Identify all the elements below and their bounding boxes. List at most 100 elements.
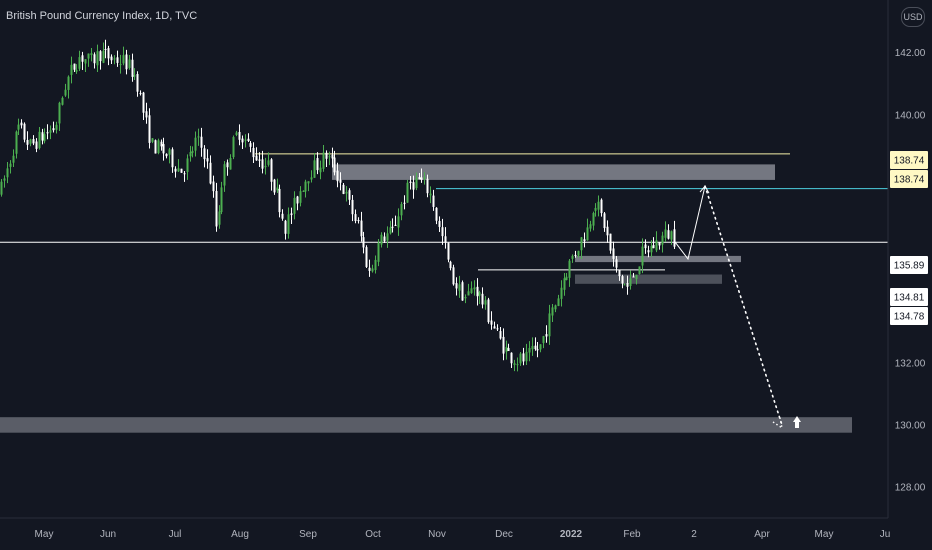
candle-body bbox=[673, 229, 676, 247]
candle-body bbox=[400, 204, 403, 216]
y-tick-label: 132.00 bbox=[895, 358, 926, 369]
y-tick-label: 142.00 bbox=[895, 48, 926, 59]
candle-body bbox=[644, 244, 647, 249]
candle-body bbox=[113, 58, 116, 60]
candle-body bbox=[357, 220, 360, 222]
candle-body bbox=[435, 207, 438, 221]
candle-body bbox=[525, 351, 528, 362]
candle-body bbox=[650, 246, 653, 253]
candle-body bbox=[194, 137, 197, 151]
candle-body bbox=[386, 233, 389, 241]
candle-body bbox=[342, 184, 345, 194]
candle-body bbox=[418, 177, 421, 180]
candle-body bbox=[597, 201, 600, 210]
candle-body bbox=[290, 213, 293, 216]
candle-body bbox=[160, 141, 163, 147]
candle-body bbox=[125, 54, 128, 70]
arrow-up-marker-icon[interactable] bbox=[793, 415, 801, 428]
candle-body bbox=[171, 149, 174, 168]
candle-body bbox=[128, 59, 131, 68]
candle-body bbox=[244, 139, 247, 141]
candle-body bbox=[46, 132, 49, 134]
candle-body bbox=[116, 57, 119, 63]
candle-body bbox=[409, 181, 412, 184]
candle-body bbox=[203, 148, 206, 160]
candle-body bbox=[52, 128, 55, 131]
candle-body bbox=[235, 132, 238, 135]
candle-body bbox=[139, 93, 142, 95]
candle-body bbox=[73, 63, 76, 70]
candle-body bbox=[12, 155, 15, 163]
candle-body bbox=[157, 140, 160, 154]
candle-body bbox=[542, 336, 545, 344]
zone-2[interactable] bbox=[575, 274, 722, 284]
candle-body bbox=[612, 248, 615, 259]
candle-body bbox=[29, 139, 32, 144]
candle-body bbox=[554, 305, 557, 310]
currency-badge[interactable]: USD bbox=[901, 7, 925, 27]
zone-1[interactable] bbox=[575, 255, 741, 263]
candle-body bbox=[122, 55, 125, 64]
candle-body bbox=[403, 202, 406, 204]
candle-body bbox=[626, 283, 629, 287]
candle-body bbox=[580, 237, 583, 251]
price-label-badge bbox=[890, 288, 928, 306]
zone-3[interactable] bbox=[0, 417, 852, 433]
candle-body bbox=[499, 331, 502, 339]
candle-body bbox=[594, 207, 597, 211]
candle-body bbox=[232, 137, 235, 158]
candle-body bbox=[304, 181, 307, 192]
candle-body bbox=[226, 162, 229, 168]
candle-body bbox=[452, 267, 455, 285]
candle-body bbox=[371, 268, 374, 272]
candle-body bbox=[536, 349, 539, 351]
candle-body bbox=[655, 240, 658, 251]
candle-body bbox=[35, 141, 38, 149]
candle-body bbox=[415, 177, 418, 189]
x-tick-label: Dec bbox=[495, 529, 513, 540]
candle-body bbox=[90, 53, 93, 56]
candle-body bbox=[362, 237, 365, 248]
candle-body bbox=[444, 236, 447, 243]
candle-body bbox=[464, 297, 467, 299]
candle-body bbox=[197, 136, 200, 138]
candle-body bbox=[99, 51, 102, 62]
price-label-value: 135.89 bbox=[894, 261, 925, 272]
projection-dotted-path[interactable] bbox=[704, 185, 783, 426]
candle-body bbox=[322, 152, 325, 169]
candle-body bbox=[629, 278, 632, 286]
candle-body bbox=[461, 282, 464, 301]
candle-body bbox=[606, 226, 609, 236]
lines-layer bbox=[0, 153, 888, 271]
candle-body bbox=[258, 159, 261, 161]
candle-body bbox=[603, 213, 606, 229]
candle-body bbox=[621, 276, 624, 284]
candle-body bbox=[6, 168, 9, 178]
x-tick-label: Jun bbox=[100, 529, 116, 540]
zone-0[interactable] bbox=[332, 164, 775, 180]
candle-body bbox=[249, 143, 252, 147]
candle-body bbox=[600, 199, 603, 214]
x-tick-label: May bbox=[815, 529, 834, 540]
candle-body bbox=[162, 144, 165, 154]
candle-body bbox=[389, 227, 392, 234]
candle-body bbox=[516, 364, 519, 366]
candle-body bbox=[238, 131, 241, 140]
candle-body bbox=[615, 259, 618, 268]
candle-body bbox=[383, 236, 386, 242]
candle-body bbox=[484, 300, 487, 305]
candle-body bbox=[661, 235, 664, 245]
candle-body bbox=[513, 363, 516, 366]
candle-body bbox=[319, 167, 322, 173]
candle-body bbox=[441, 227, 444, 237]
candle-body bbox=[519, 353, 522, 364]
time-axis[interactable]: May Jun Jul Aug Sep Oct Nov Dec 2022 Feb 2 Apr May Ju bbox=[35, 529, 891, 540]
candle-body bbox=[360, 220, 363, 237]
candle-body bbox=[64, 89, 67, 96]
candle-body bbox=[560, 287, 563, 299]
projection-path[interactable] bbox=[674, 185, 706, 261]
price-label-value: 134.81 bbox=[894, 293, 925, 304]
candle-body bbox=[458, 284, 461, 291]
candle-body bbox=[168, 149, 171, 155]
